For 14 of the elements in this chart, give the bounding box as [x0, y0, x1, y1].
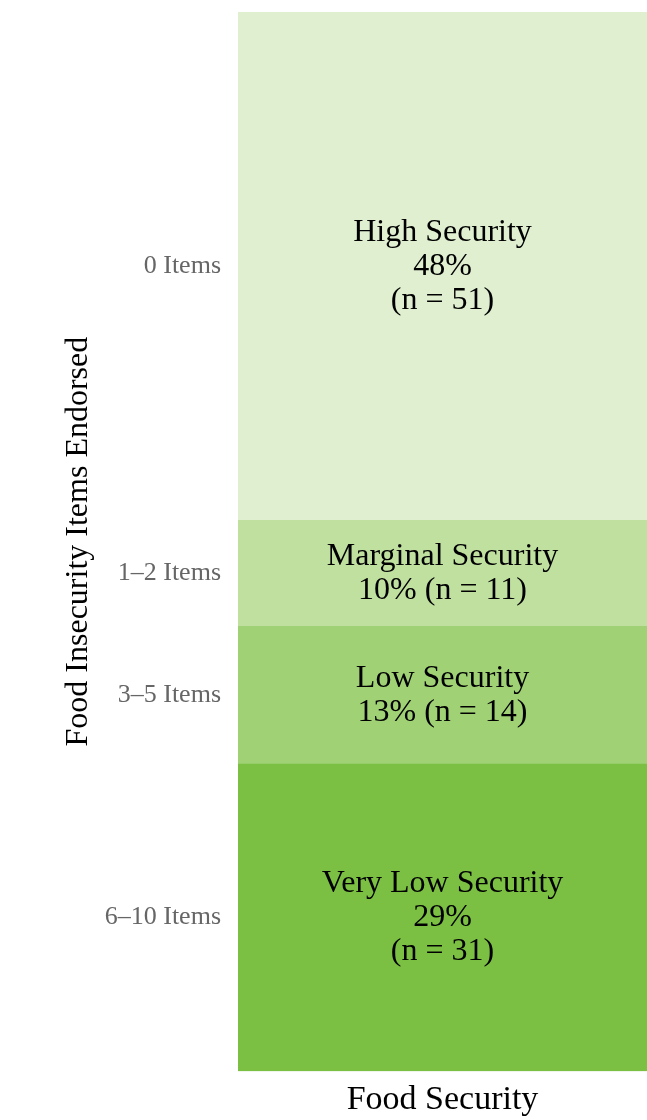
data-label: Marginal Security 10% (n = 11) [326, 535, 559, 606]
bar [238, 12, 647, 521]
series-label: 0 Items [143, 250, 221, 280]
series-label: 1–2 Items [117, 557, 221, 587]
series-label: 3–5 Items [117, 679, 221, 709]
data-label: High Security 48% (n = 51) [353, 211, 532, 316]
series-label: 6–10 Items [104, 901, 221, 931]
data-label: Very Low Security 29% (n = 31) [321, 863, 564, 968]
bar [238, 626, 647, 765]
data-label: Low Security 13% (n = 14) [355, 657, 530, 728]
x-axis-title: Food Security [346, 1078, 539, 1116]
bar [238, 520, 647, 627]
bar [238, 763, 647, 1072]
y-axis-title: Food Insecurity Items Endorsed [58, 336, 95, 747]
